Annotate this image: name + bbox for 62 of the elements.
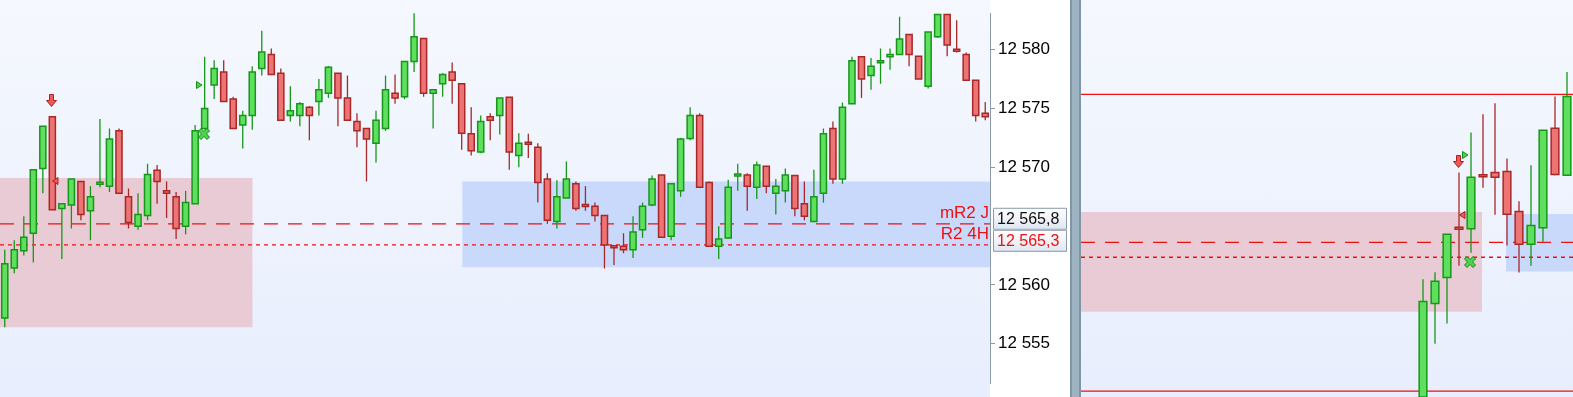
y-tick-label: 12 560	[998, 274, 1050, 294]
candlestick	[372, 110, 380, 164]
candlestick	[714, 225, 723, 260]
candlestick	[181, 190, 190, 236]
candlestick	[1454, 171, 1464, 267]
candlestick	[1478, 113, 1488, 189]
candlestick	[391, 73, 399, 105]
candlestick	[438, 72, 447, 98]
candlestick	[562, 160, 571, 199]
ref-line-label: R2 4H	[940, 224, 989, 244]
candlestick	[353, 112, 361, 148]
candlestick	[733, 163, 742, 192]
text: 12 565,8	[997, 210, 1060, 228]
candlestick	[629, 215, 637, 259]
candlestick	[362, 127, 371, 183]
candlestick	[781, 167, 790, 204]
candlestick	[619, 232, 628, 254]
candlestick	[591, 201, 599, 223]
candlestick	[1490, 102, 1500, 216]
text: 12 565,3	[997, 232, 1060, 250]
candlestick	[743, 172, 752, 212]
candlestick	[610, 244, 618, 266]
candlestick	[20, 215, 28, 257]
candlestick	[58, 203, 66, 260]
candlestick	[905, 33, 913, 67]
candlestick	[315, 78, 323, 117]
candlestick	[486, 112, 495, 141]
candlestick	[429, 88, 437, 130]
candlestick	[134, 192, 142, 231]
candlestick	[448, 61, 456, 105]
candlestick	[162, 180, 171, 219]
y-tick-label: 12 575	[998, 98, 1050, 118]
candlestick	[638, 201, 647, 239]
candlestick	[895, 16, 904, 56]
candlestick	[343, 74, 352, 122]
candlestick	[857, 55, 866, 99]
candlestick	[933, 13, 942, 39]
candlestick	[800, 180, 809, 221]
y-tick-label: 12 570	[998, 157, 1050, 177]
candlestick	[86, 185, 95, 241]
candlestick	[267, 47, 276, 76]
candlestick	[257, 30, 266, 77]
candlestick	[524, 133, 533, 159]
ref-line-label: mR2 J	[939, 202, 989, 222]
candlestick	[153, 164, 161, 205]
candlestick	[762, 165, 771, 194]
candlestick	[867, 57, 875, 91]
y-tick-label: 12 555	[998, 333, 1050, 353]
candlestick	[686, 106, 694, 141]
candlestick	[296, 101, 304, 127]
candlestick	[286, 85, 295, 123]
candlestick	[772, 178, 780, 216]
candlestick	[96, 118, 104, 188]
candlestick	[210, 59, 218, 100]
candlestick	[467, 106, 475, 157]
candlestick	[1430, 271, 1440, 345]
candlestick	[752, 160, 761, 200]
candlestick	[495, 97, 504, 136]
candlestick	[515, 132, 523, 168]
candlestick	[1526, 164, 1536, 267]
y-tick-label: 12 580	[998, 39, 1050, 59]
candlestick	[914, 55, 923, 80]
